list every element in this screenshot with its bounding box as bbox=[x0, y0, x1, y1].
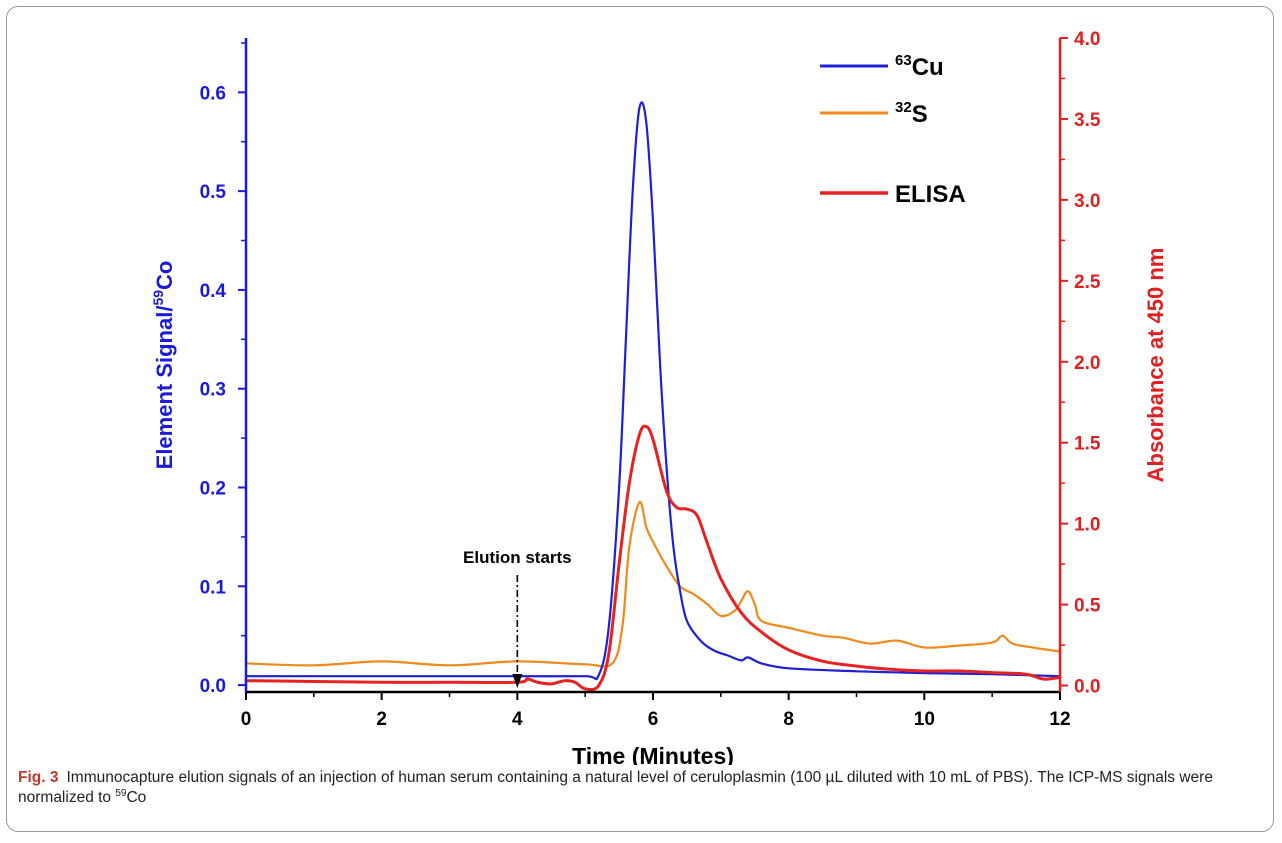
annotation-arrow-head bbox=[512, 674, 523, 688]
caption-text: Immunocapture elution signals of an inje… bbox=[18, 769, 1213, 806]
y-right-tick-label: 0.0 bbox=[1074, 677, 1100, 698]
figure-caption: Fig. 3 Immunocapture elution signals of a… bbox=[18, 768, 1268, 808]
y-left-tick-label: 0.5 bbox=[200, 182, 227, 203]
x-tick-label: 4 bbox=[512, 709, 523, 730]
y-right-tick-label: 1.0 bbox=[1074, 515, 1100, 536]
y-left-tick-label: 0.3 bbox=[200, 380, 226, 401]
y-right-tick-label: 4.0 bbox=[1074, 29, 1100, 50]
x-tick-label: 8 bbox=[783, 709, 794, 730]
series-line-cu bbox=[244, 101, 1062, 681]
legend-label-s: 32S bbox=[895, 99, 928, 128]
legend-label-cu: 63Cu bbox=[895, 52, 944, 81]
y-left-tick-label: 0.0 bbox=[200, 676, 226, 697]
y-right-tick-label: 1.5 bbox=[1074, 434, 1101, 455]
x-tick-label: 10 bbox=[914, 709, 935, 730]
caption-end: Co bbox=[126, 789, 147, 806]
x-axis-title: Time (Minutes) bbox=[572, 743, 734, 765]
y-right-tick-label: 3.0 bbox=[1074, 191, 1100, 212]
x-tick-label: 12 bbox=[1049, 709, 1070, 730]
chart: 0 2 4 6 8 10 120.00.10.20.30.40.50.60.00.51.01… bbox=[150, 29, 1168, 765]
x-tick-label: 2 bbox=[376, 709, 387, 730]
caption-label: Fig. 3 bbox=[18, 769, 59, 786]
y-left-axis-title: Element Signal/59Co bbox=[150, 261, 177, 470]
y-right-tick-label: 2.0 bbox=[1074, 353, 1100, 374]
x-tick-label: 0 bbox=[241, 709, 252, 730]
caption-sup: 59 bbox=[115, 787, 127, 799]
figure-frame bbox=[6, 6, 1274, 832]
y-left-tick-label: 0.4 bbox=[200, 281, 227, 302]
annotation-label: Elution starts bbox=[463, 548, 572, 567]
series-line-elisa bbox=[244, 424, 1062, 692]
y-left-tick-label: 0.6 bbox=[200, 83, 226, 104]
y-right-tick-label: 3.5 bbox=[1074, 110, 1101, 131]
y-right-tick-label: 2.5 bbox=[1074, 272, 1101, 293]
y-left-tick-label: 0.2 bbox=[200, 479, 226, 500]
y-right-tick-label: 0.5 bbox=[1074, 596, 1101, 617]
y-right-axis-title: Absorbance at 450 nm bbox=[1143, 248, 1168, 483]
series-line-s bbox=[244, 501, 1062, 668]
x-tick-label: 6 bbox=[648, 709, 659, 730]
legend-label-elisa: ELISA bbox=[895, 181, 966, 208]
y-left-tick-label: 0.1 bbox=[200, 577, 227, 598]
